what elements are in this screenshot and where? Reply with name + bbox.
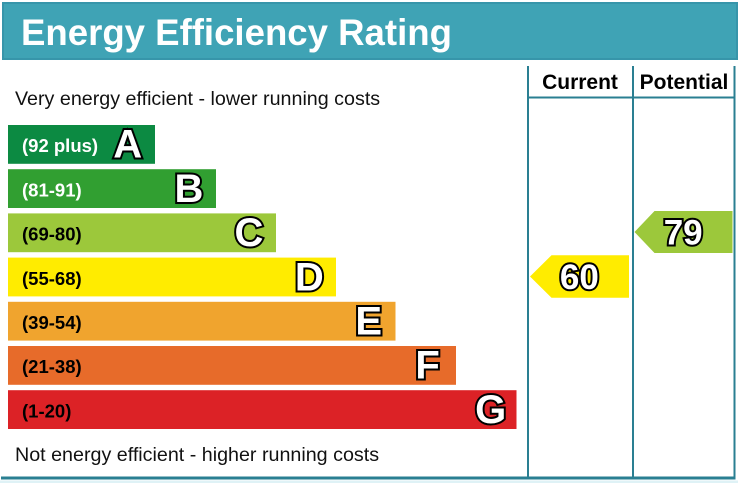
svg-text:Current: Current	[542, 71, 618, 94]
svg-text:G: G	[475, 388, 506, 432]
svg-text:79: 79	[664, 213, 703, 252]
svg-text:E: E	[355, 300, 382, 344]
svg-text:C: C	[235, 211, 264, 255]
svg-text:F: F	[415, 344, 439, 388]
svg-text:A: A	[113, 123, 142, 167]
svg-text:(69-80): (69-80)	[22, 224, 82, 245]
svg-text:(81-91): (81-91)	[22, 179, 82, 200]
svg-text:(39-54): (39-54)	[22, 312, 82, 333]
svg-text:Not energy efficient - higher: Not energy efficient - higher running co…	[15, 444, 379, 466]
svg-text:B: B	[175, 167, 204, 211]
svg-text:Energy Efficiency Rating: Energy Efficiency Rating	[21, 12, 452, 53]
svg-text:D: D	[295, 255, 324, 299]
svg-text:(21-38): (21-38)	[22, 356, 82, 377]
svg-text:60: 60	[560, 258, 599, 297]
svg-text:Very energy efficient - lower: Very energy efficient - lower running co…	[15, 88, 380, 110]
svg-text:(92 plus): (92 plus)	[22, 135, 98, 156]
svg-text:(1-20): (1-20)	[22, 400, 71, 421]
svg-text:(55-68): (55-68)	[22, 268, 82, 289]
svg-text:Potential: Potential	[640, 71, 729, 94]
